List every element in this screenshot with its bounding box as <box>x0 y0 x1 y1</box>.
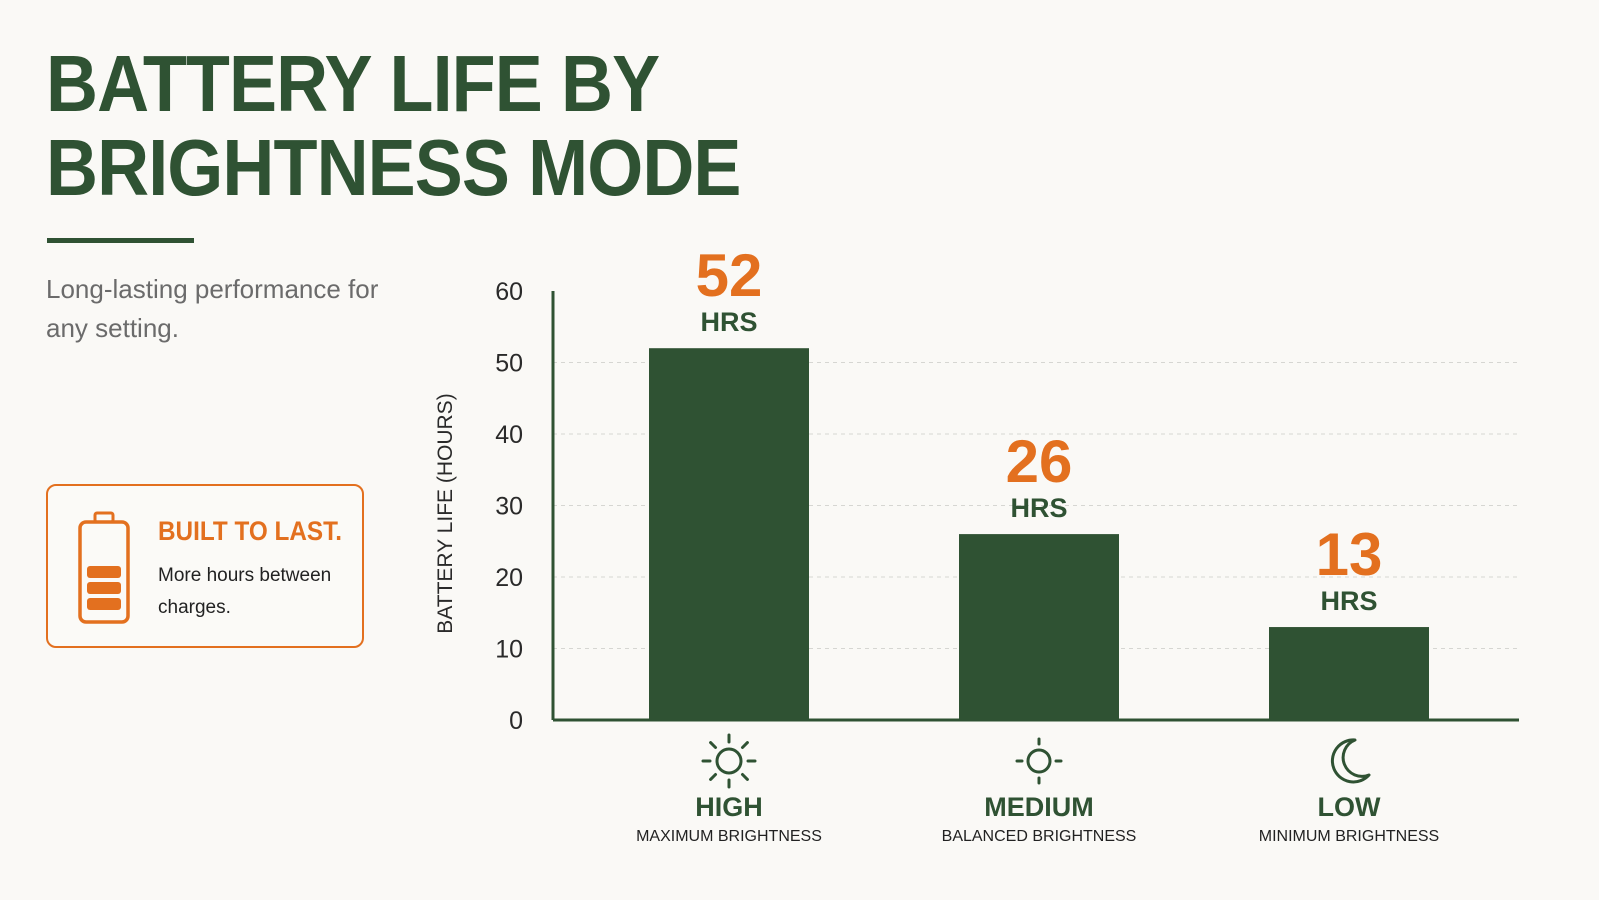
data-label-unit: HRS <box>1010 493 1067 523</box>
category-sublabel-low: MINIMUM BRIGHTNESS <box>1258 828 1440 845</box>
title-line-2: BRIGHTNESS MODE <box>46 123 741 212</box>
callout-body: More hours between charges. <box>158 565 332 618</box>
bar <box>649 348 809 720</box>
category-label-medium: MEDIUM <box>984 792 1094 822</box>
bar <box>1269 627 1429 720</box>
callout-card: BUILT TO LAST. More hours between charge… <box>46 484 364 648</box>
data-label-unit: HRS <box>700 307 757 337</box>
y-tick-label: 40 <box>495 421 523 449</box>
sun-small-icon <box>1015 737 1063 785</box>
sun-large-icon <box>701 733 757 789</box>
bar <box>959 534 1119 720</box>
y-tick-label: 30 <box>495 493 523 521</box>
data-label-value: 26 <box>1006 428 1073 495</box>
moon-icon <box>1330 738 1371 784</box>
y-tick-label: 50 <box>495 350 523 378</box>
category-label-low: LOW <box>1317 792 1381 822</box>
y-tick-label: 20 <box>495 564 523 592</box>
title-underline <box>47 238 194 243</box>
callout-heading: BUILT TO LAST. <box>158 516 343 546</box>
data-label-value: 13 <box>1316 521 1383 588</box>
data-label-unit: HRS <box>1320 586 1377 616</box>
category-sublabel-high: MAXIMUM BRIGHTNESS <box>636 828 822 845</box>
y-tick-label: 0 <box>509 707 523 735</box>
category-sublabel-medium: BALANCED BRIGHTNESS <box>941 828 1137 845</box>
category-label-high: HIGH <box>695 792 763 822</box>
y-tick-label: 10 <box>495 636 523 664</box>
page-title: BATTERY LIFE BY BRIGHTNESS MODE <box>46 42 741 210</box>
y-tick-label: 60 <box>495 278 523 306</box>
data-label-value: 52 <box>696 242 763 309</box>
y-axis-title: BATTERY LIFE (HOURS) <box>434 393 457 633</box>
battery-icon <box>78 511 130 624</box>
subtitle: Long-lasting performance for any setting… <box>46 274 379 343</box>
title-line-1: BATTERY LIFE BY <box>46 39 660 128</box>
